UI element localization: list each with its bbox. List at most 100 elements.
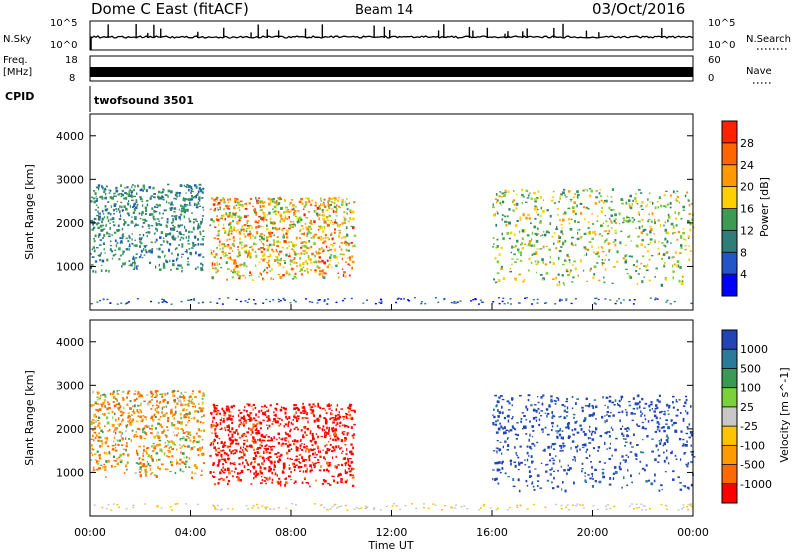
power-echo-cell [234,261,237,265]
velocity-echo-cell [526,458,529,462]
power-echo-cell [612,241,615,243]
velocity-echo-cell [342,450,344,452]
power-echo-cell [506,231,510,235]
power-echo-cell [141,257,144,259]
velocity-echo-cell [503,426,506,430]
power-echo-cell [584,254,586,256]
velocity-near-range-cell [366,506,369,508]
velocity-echo-cell [680,458,682,461]
velocity-echo-cell [122,411,125,414]
velocity-echo-cell [174,434,176,437]
velocity-echo-cell [579,424,582,427]
power-echo-cell [688,204,691,207]
velocity-echo-cell [293,468,296,471]
power-echo-cell [165,259,167,263]
velocity-echo-cell [666,449,668,452]
velocity-echo-cell [110,464,113,468]
power-near-range-cell [434,297,437,299]
power-echo-cell [322,217,325,221]
velocity-echo-cell [346,448,348,451]
power-echo-cell [558,200,560,203]
power-echo-cell [342,253,345,256]
velocity-echo-cell [97,460,100,462]
power-echo-cell [266,244,268,246]
velocity-echo-cell [314,440,317,444]
velocity-echo-cell [96,398,100,401]
velocity-echo-cell [135,420,139,423]
power-echo-cell [212,250,215,253]
power-echo-cell [145,231,148,234]
velocity-echo-cell [184,391,187,393]
velocity-echo-cell [159,416,162,418]
power-echo-cell [638,189,641,191]
power-echo-cell [539,248,543,250]
velocity-echo-cell [317,448,319,450]
power-colorbar-tick-label: 4 [740,268,747,281]
power-echo-cell [324,221,327,224]
velocity-echo-cell [636,395,638,397]
velocity-echo-cell [341,424,344,427]
power-echo-cell [287,211,291,213]
velocity-echo-cell [553,399,556,402]
velocity-echo-cell [263,439,266,442]
velocity-echo-cell [260,466,262,469]
velocity-colorbar-tick-label: 100 [740,382,761,395]
velocity-echo-cell [185,431,188,433]
velocity-echo-cell [551,416,553,418]
power-echo-cell [130,220,133,224]
velocity-echo-cell [242,461,244,465]
velocity-echo-cell [94,415,98,418]
power-echo-cell [492,237,495,239]
power-echo-cell [555,276,557,280]
velocity-echo-cell [528,438,530,442]
velocity-echo-cell [260,476,263,478]
velocity-echo-cell [531,460,533,464]
power-near-range-cell [318,299,321,301]
power-echo-cell [288,272,291,274]
velocity-near-range-cell [214,508,217,510]
velocity-echo-cell [561,404,565,407]
velocity-echo-cell [209,455,212,457]
power-echo-cell [597,255,600,258]
velocity-echo-cell [238,424,240,428]
power-near-range-cell [289,302,292,304]
power-echo-cell [500,195,503,198]
velocity-echo-cell [258,410,261,413]
power-echo-cell [142,210,144,213]
power-echo-cell [250,273,253,277]
power-echo-cell [669,206,672,209]
velocity-echo-cell [101,403,105,405]
velocity-echo-cell [273,418,276,421]
velocity-echo-cell [495,423,497,426]
power-echo-cell [578,228,581,231]
velocity-echo-cell [326,426,328,430]
power-echo-cell [504,192,507,194]
velocity-echo-cell [138,468,142,471]
velocity-y-tick-label: 2000 [56,423,84,436]
velocity-echo-cell [150,473,152,475]
velocity-echo-cell [92,390,94,393]
power-echo-cell [162,240,165,243]
power-near-range-cell [190,299,193,301]
velocity-echo-cell [668,406,671,409]
velocity-echo-cell [243,465,246,469]
velocity-echo-cell [686,411,689,415]
power-near-range-cell [283,299,286,301]
velocity-echo-cell [316,461,320,464]
power-echo-cell [307,227,309,229]
velocity-echo-cell [514,446,516,449]
power-echo-cell [162,188,164,191]
velocity-echo-cell [247,414,251,418]
nave-label: Nave [746,66,772,77]
power-echo-cell [496,199,499,202]
power-echo-cell [605,238,608,241]
power-echo-cell [574,244,577,247]
power-echo-cell [299,264,302,267]
power-echo-cell [641,219,644,221]
power-echo-cell [270,230,272,233]
velocity-echo-cell [675,458,678,460]
velocity-echo-cell [150,432,153,434]
power-echo-cell [219,208,221,210]
velocity-echo-cell [311,409,315,413]
power-echo-cell [181,205,184,207]
